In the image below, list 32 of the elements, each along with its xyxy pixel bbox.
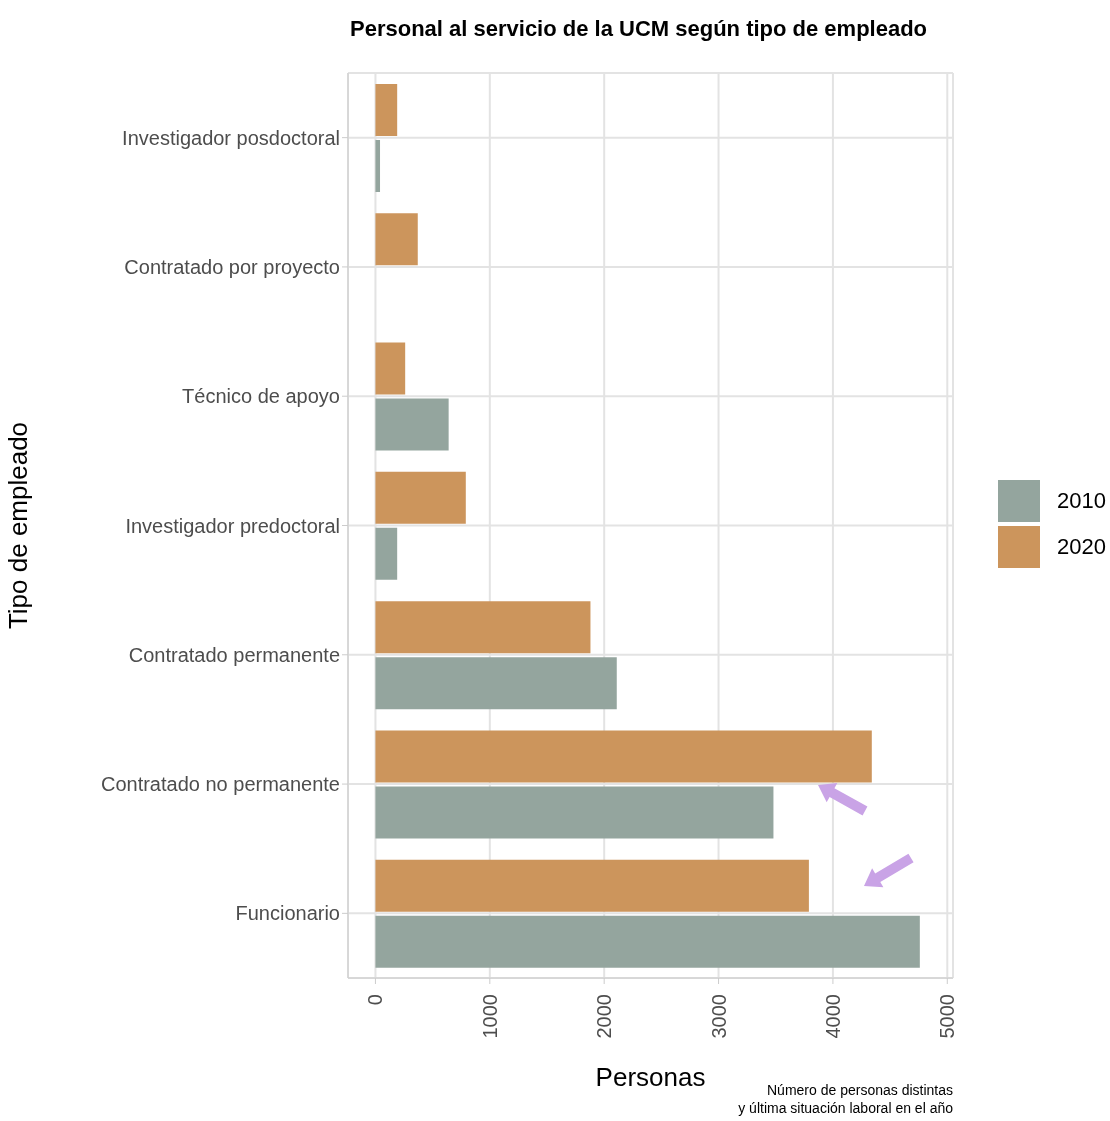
x-tick-label: 5000: [936, 994, 959, 1039]
bar: [375, 601, 591, 654]
bar: [375, 527, 398, 580]
y-tick-label: Funcionario: [235, 902, 340, 925]
legend-label: 2020: [1057, 534, 1106, 560]
chart-title: Personal al servicio de la UCM según tipo de empleado: [350, 16, 928, 42]
x-tick-label: 4000: [821, 994, 844, 1039]
bar: [375, 786, 774, 839]
y-axis-title: Tipo de empleado: [3, 421, 34, 630]
bar: [375, 859, 809, 912]
bar: [375, 342, 406, 395]
y-tick-label: Contratado por proyecto: [124, 256, 340, 279]
bar: [375, 915, 920, 968]
legend-label: 2010: [1057, 488, 1106, 514]
text: Número de personas distintas y última situación laboral en el año: [738, 1081, 953, 1117]
bar: [375, 730, 872, 783]
y-tick-label: Investigador predoctoral: [125, 514, 340, 537]
x-axis-title: Personas: [595, 1062, 706, 1092]
bar: [375, 140, 381, 192]
y-tick-label: Investigador posdoctoral: [122, 126, 340, 149]
x-tick-label: 0: [364, 994, 387, 1006]
y-tick-label: Técnico de apoyo: [182, 385, 340, 408]
y-tick-label: Contratado permanente: [128, 643, 340, 666]
bar: [375, 84, 398, 136]
bar: [375, 213, 418, 266]
bar: [375, 471, 466, 524]
x-tick-label: 2000: [593, 994, 616, 1039]
bar: [375, 398, 449, 451]
x-tick-label: 1000: [478, 994, 501, 1039]
x-tick-label: 3000: [707, 994, 730, 1039]
bar: [375, 657, 617, 710]
y-tick-label: Contratado no permanente: [100, 773, 340, 796]
